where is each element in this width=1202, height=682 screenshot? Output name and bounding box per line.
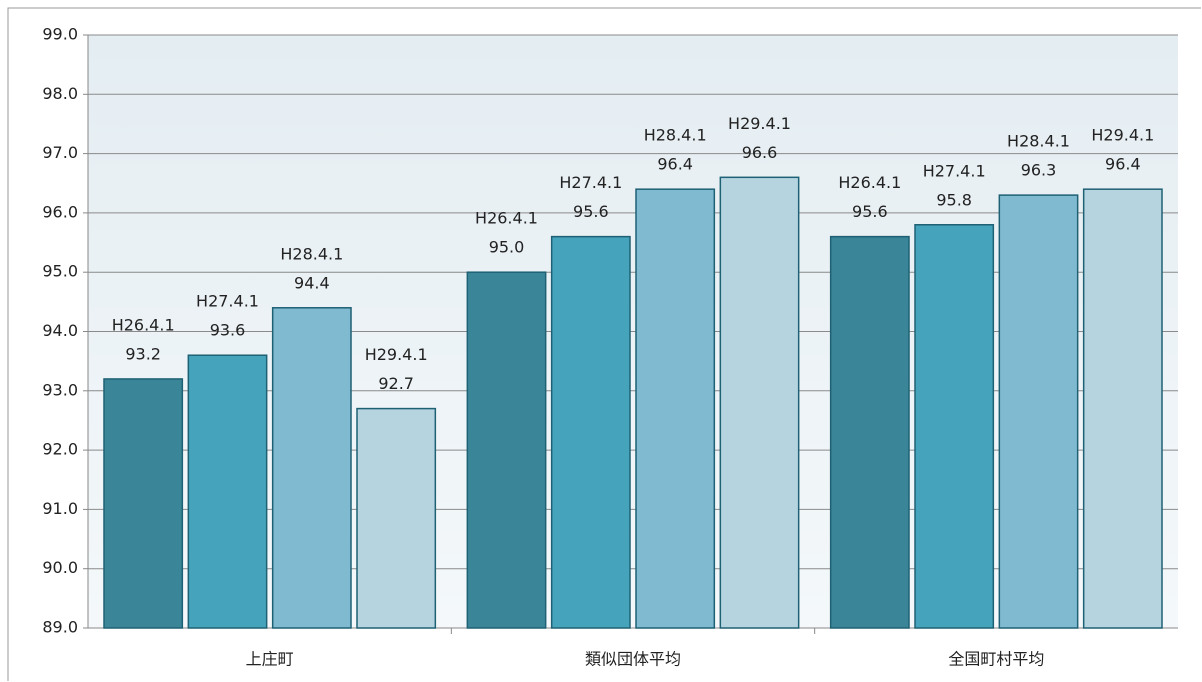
bar: [356, 407, 437, 629]
data-label: 96.4: [657, 155, 693, 174]
y-tick-label: 99.0: [42, 25, 78, 44]
data-label-name: H27.4.1: [196, 292, 259, 311]
bar: [1082, 188, 1163, 629]
bar: [103, 378, 184, 629]
data-label-name: H28.4.1: [644, 126, 707, 145]
data-label: 96.3: [1021, 161, 1057, 180]
data-label-name: H28.4.1: [1007, 132, 1070, 151]
y-tick-label: 92.0: [42, 440, 78, 459]
data-label-name: H29.4.1: [365, 345, 428, 364]
data-label-name: H28.4.1: [280, 244, 343, 263]
bar: [550, 235, 631, 629]
x-tick-label: 上庄町: [246, 650, 294, 669]
bar: [635, 188, 716, 629]
y-tick-label: 96.0: [42, 202, 78, 221]
bar: [719, 176, 800, 629]
bar: [829, 235, 910, 629]
data-label-name: H26.4.1: [475, 209, 538, 228]
data-label: 93.2: [125, 344, 161, 363]
y-tick-label: 90.0: [42, 558, 78, 577]
data-label: 94.4: [294, 273, 330, 292]
y-tick-label: 93.0: [42, 380, 78, 399]
bar: [271, 307, 352, 629]
bar: [187, 354, 268, 629]
data-label: 96.4: [1105, 155, 1141, 174]
data-label-name: H27.4.1: [923, 161, 986, 180]
data-label-name: H27.4.1: [559, 173, 622, 192]
y-tick-label: 94.0: [42, 321, 78, 340]
y-tick-label: 95.0: [42, 262, 78, 281]
y-tick-label: 91.0: [42, 499, 78, 518]
x-tick-label: 類似団体平均: [585, 650, 681, 669]
data-label: 95.0: [489, 238, 525, 257]
data-label: 93.6: [210, 321, 246, 340]
y-tick-label: 89.0: [42, 618, 78, 637]
data-label-name: H29.4.1: [1091, 126, 1154, 145]
bar: [914, 224, 995, 629]
data-label-name: H26.4.1: [112, 315, 175, 334]
x-tick-label: 全国町村平均: [948, 650, 1044, 669]
data-label-name: H26.4.1: [838, 173, 901, 192]
data-label: 95.6: [852, 202, 888, 221]
data-label: 95.6: [573, 202, 609, 221]
data-label-name: H29.4.1: [728, 114, 791, 133]
data-label: 96.6: [742, 143, 778, 162]
bar: [466, 271, 547, 629]
y-tick-label: 97.0: [42, 143, 78, 162]
y-tick-label: 98.0: [42, 84, 78, 103]
chart-border: [7, 7, 1201, 681]
data-label: 92.7: [378, 374, 414, 393]
data-label: 95.8: [936, 190, 972, 209]
bar: [998, 194, 1079, 629]
